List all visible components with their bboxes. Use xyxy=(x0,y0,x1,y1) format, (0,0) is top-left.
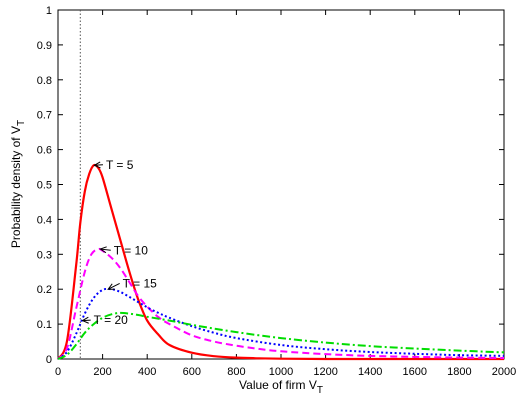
x-tick-label: 600 xyxy=(183,366,201,378)
annotation-arrowhead-1 xyxy=(93,161,101,169)
series-line-4 xyxy=(57,311,505,360)
y-tick-label: 0.8 xyxy=(37,75,52,87)
plot-frame xyxy=(57,9,505,360)
x-tick-label: 2000 xyxy=(492,366,516,378)
annotation-arrowhead-4 xyxy=(81,316,89,324)
annotation-arrow-1 xyxy=(94,164,103,166)
annotation-arrow-2 xyxy=(100,248,111,251)
annotations: T = 5 T = 10 T = 15 T = 20 xyxy=(81,158,157,327)
y-tick-label: 0.4 xyxy=(37,214,52,226)
series-line-3 xyxy=(57,287,505,360)
annotation-arrow-3 xyxy=(107,283,120,290)
x-axis-title-main: Value of firm V xyxy=(239,378,317,392)
x-tick-label: 1200 xyxy=(313,366,337,378)
x-axis-title: Value of firm VT xyxy=(239,378,323,396)
annotation-label-1: T = 5 xyxy=(106,158,134,172)
x-tick-label: 1000 xyxy=(269,366,293,378)
y-tick-label: 0.2 xyxy=(37,284,52,296)
x-tick-label: 800 xyxy=(227,366,245,378)
x-axis-title-sub: T xyxy=(317,385,323,396)
x-tick-label: 1600 xyxy=(403,366,427,378)
x-tick-label: 1400 xyxy=(358,366,382,378)
annotation-arrow-4 xyxy=(82,319,91,322)
y-tick-label: 0.7 xyxy=(37,110,52,122)
x-axis: 0 200 400 600 800 1000 1200 1400 1600 1800 2000 xyxy=(55,10,516,378)
y-axis: 0 0.1 0.2 0.3 0.4 0.5 0.6 0.7 0.8 0.9 1 xyxy=(37,5,504,366)
x-tick-label: 400 xyxy=(138,366,156,378)
y-tick-label: 0.3 xyxy=(37,249,52,261)
annotation-label-2: T = 10 xyxy=(114,243,148,257)
annotation-label-3: T = 15 xyxy=(123,276,157,290)
y-tick-label: 0 xyxy=(46,354,52,366)
y-tick-label: 0.9 xyxy=(37,40,52,52)
annotation-arrowhead-3 xyxy=(107,283,115,290)
x-tick-label: 0 xyxy=(55,366,61,378)
y-axis-title-sub: T xyxy=(16,120,27,126)
y-tick-label: 1 xyxy=(46,5,52,17)
annotation-arrowhead-2 xyxy=(99,246,107,254)
x-tick-label: 200 xyxy=(93,366,111,378)
y-tick-label: 0.6 xyxy=(37,145,52,157)
x-tick-label: 1800 xyxy=(447,366,471,378)
y-tick-label: 0.5 xyxy=(37,180,52,192)
series-line-2 xyxy=(57,247,505,360)
y-tick-label: 0.1 xyxy=(37,319,52,331)
y-axis-title-main: Probability density of V xyxy=(9,126,23,248)
y-axis-title: Probability density of VT xyxy=(9,120,27,248)
annotation-label-4: T = 20 xyxy=(94,313,128,327)
series-group xyxy=(57,163,505,361)
